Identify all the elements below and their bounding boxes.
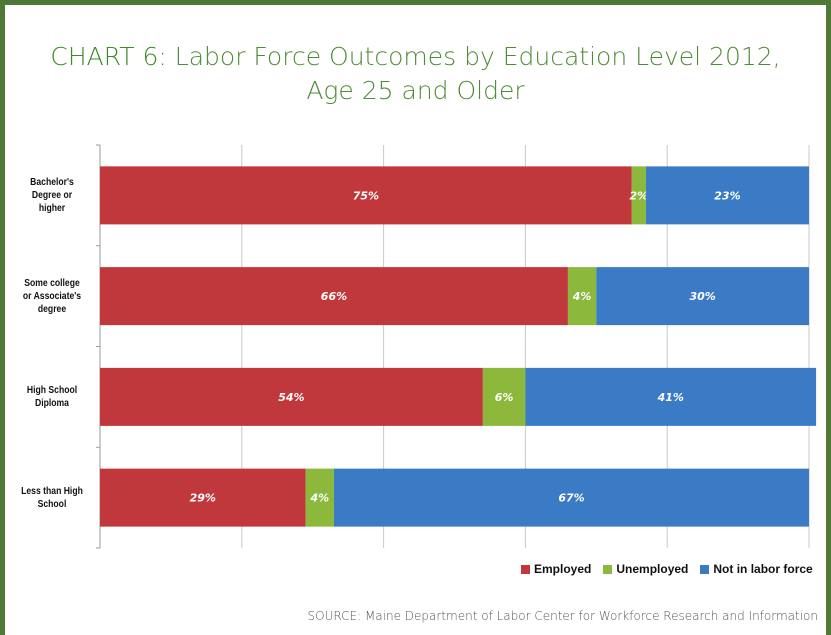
data-label-employed-1: 75% [353, 189, 379, 202]
data-label-unemployed-1: 2% [629, 189, 648, 202]
legend-item-unemployed: Unemployed [603, 562, 688, 576]
legend-item-not-in-labor-force: Not in labor force [700, 562, 813, 576]
bar-unemployed-3 [482, 367, 526, 426]
legend-swatch-unemployed [603, 564, 613, 574]
category-label-line: degree [37, 302, 67, 315]
bar-employed-3 [100, 367, 483, 426]
legend-swatch-employed [521, 564, 530, 574]
data-label-unemployed-3: 6% [495, 391, 514, 404]
legend: Employed Unemployed Not in labor force [521, 562, 813, 576]
category-label-line: Degree or [31, 188, 73, 201]
legend-item-employed: Employed [521, 562, 591, 576]
data-label-not-in-labor-force-3: 41% [657, 391, 684, 404]
bar-employed-2 [100, 267, 568, 326]
data-label-unemployed-4: 4% [309, 492, 329, 505]
category-label: Some college or Associate's degree [19, 277, 85, 316]
category-label-line: School [37, 497, 67, 510]
category-label-line: Some college [24, 276, 80, 289]
bar-not-in-labor-force-1 [645, 166, 809, 225]
data-label-not-in-labor-force-1: 23% [714, 189, 740, 202]
category-label-line: Diploma [35, 396, 69, 409]
source-note: SOURCE: Maine Department of Labor Center… [307, 609, 818, 623]
legend-label-unemployed: Unemployed [616, 562, 689, 576]
bar-not-in-labor-force-4 [333, 468, 809, 527]
category-label-line: High School [26, 383, 78, 396]
bar-unemployed-1 [631, 166, 646, 225]
legend-label-employed: Employed [534, 562, 592, 576]
category-label: Bachelor's Degree or higher [19, 176, 85, 215]
legend-swatch-not-in-labor-force [700, 564, 710, 574]
chart-title-text: Labor Force Outcomes by Education Level … [174, 42, 781, 71]
chart-title-line-2: Age 25 and Older [306, 76, 525, 105]
chart-title-prefix: CHART 6: [50, 42, 167, 71]
bar-employed-4 [100, 468, 306, 527]
bar-not-in-labor-force-3 [525, 367, 817, 426]
legend-label-not-in-labor-force: Not in labor force [713, 562, 813, 576]
data-label-unemployed-2: 4% [572, 290, 592, 303]
data-label-employed-3: 54% [278, 391, 304, 404]
category-label-line: Less than High [21, 484, 83, 497]
data-label-not-in-labor-force-2: 30% [689, 290, 715, 303]
data-label-employed-2: 66% [321, 290, 347, 303]
category-label-line: higher [38, 201, 66, 214]
category-label: High School Diploma [19, 384, 85, 410]
category-label-line: Bachelor's [30, 175, 74, 188]
data-label-not-in-labor-force-4: 67% [558, 492, 584, 505]
bar-not-in-labor-force-2 [596, 267, 809, 326]
bar-unemployed-4 [305, 468, 334, 527]
chart-title-line-1: CHART 6: Labor Force Outcomes by Educati… [0, 40, 831, 74]
bar-unemployed-2 [567, 267, 597, 326]
category-label-line: or Associate's [22, 289, 82, 302]
bar-employed-1 [100, 166, 632, 225]
category-label: Less than High School [19, 485, 85, 511]
data-label-employed-4: 29% [190, 492, 216, 505]
